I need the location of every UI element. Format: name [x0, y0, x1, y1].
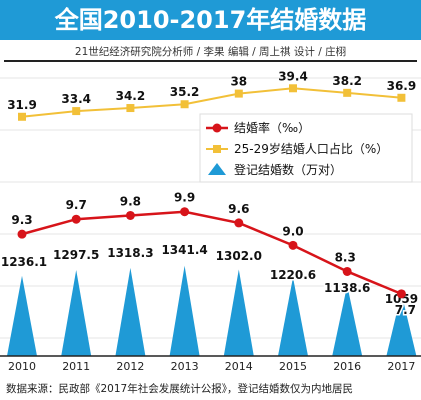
- registration-peak: [61, 269, 92, 356]
- registration-value-label: 1318.3: [107, 246, 153, 260]
- age-share-value-label: 36.9: [387, 79, 417, 93]
- x-tick-label: 2012: [116, 360, 144, 373]
- registration-peak: [7, 275, 37, 356]
- marriage-rate-marker: [342, 266, 352, 276]
- x-tick-label: 2010: [8, 360, 36, 373]
- marriage-rate-marker: [180, 207, 190, 217]
- marriage-rate-marker: [125, 210, 135, 220]
- registration-value-label: 1236.1: [1, 255, 47, 269]
- registration-peaks: 1236.1 1297.5 1318.3 1341.4 1302.0 1220.6 1138…: [0, 242, 420, 356]
- marriage-rate-value-label: 9.6: [228, 202, 249, 216]
- marriage-rate-marker: [234, 218, 244, 228]
- x-tick-label: 2013: [171, 360, 199, 373]
- legend-box: [199, 113, 413, 183]
- age-share-marker: [397, 93, 406, 102]
- age-share-value-label: 35.2: [170, 85, 200, 99]
- age-share-marker: [180, 100, 189, 109]
- age-share-marker: [18, 112, 26, 121]
- marriage-rate-marker: [71, 214, 81, 224]
- age-share-marker: [234, 89, 243, 98]
- legend-label: 登记结婚数（万对）: [234, 162, 342, 177]
- legend: 结婚率（‰） 25-29岁结婚人口占比（%） 登记结婚数（万对）: [199, 113, 413, 183]
- age-share-value-label: 38.2: [332, 74, 362, 88]
- x-tick-label: 2016: [333, 360, 361, 373]
- registration-value-label: 1059: [385, 292, 418, 306]
- registration-value-label: 1297.5: [53, 248, 99, 262]
- x-tick-label: 2017: [387, 360, 415, 373]
- marriage-rate-value-label: 7.7: [395, 303, 416, 317]
- registration-value-label: 1138.6: [324, 281, 370, 295]
- chart-title: 全国2010-2017年结婚数据: [54, 6, 367, 34]
- registration-value-label: 1302.0: [216, 249, 262, 263]
- registration-value-label: 1220.6: [270, 268, 316, 282]
- marriage-rate-series: 9.3 9.7 9.8 9.9 9.6 9.0 8.3 7.7: [10, 189, 418, 318]
- registration-peak: [278, 277, 308, 356]
- marriage-rate-marker: [396, 289, 406, 299]
- legend-swatch-marker: [212, 123, 222, 133]
- chart-canvas: 1236.1 1297.5 1318.3 1341.4 1302.0 1220.6 1138…: [0, 69, 421, 373]
- age-share-value-label: 39.4: [278, 69, 308, 83]
- age-share-marker: [289, 84, 297, 93]
- age-share-value-label: 33.4: [61, 92, 91, 106]
- age-share-value-label: 31.9: [7, 98, 37, 112]
- marriage-rate-value-label: 9.3: [11, 213, 32, 227]
- marriage-rate-value-label: 9.7: [66, 198, 87, 212]
- age-share-value-label: 38: [230, 75, 247, 89]
- data-source-note: 数据来源：民政部《2017年社会发展统计公报》，登记结婚数仅为内地居民: [6, 383, 353, 395]
- marriage-rate-value-label: 9.8: [120, 194, 141, 208]
- legend-swatch: [208, 163, 226, 175]
- legend-label: 结婚率（‰）: [234, 120, 310, 135]
- age-share-marker: [343, 88, 352, 97]
- registration-peak: [332, 285, 363, 356]
- age-share-line: [21, 87, 402, 118]
- registration-value-label: 1341.4: [161, 243, 207, 257]
- title-bar: 全国2010-2017年结婚数据: [0, 0, 421, 40]
- legend-label: 25-29岁结婚人口占比（%）: [234, 141, 388, 156]
- marriage-rate-line: [21, 210, 402, 296]
- registration-peak: [223, 269, 254, 356]
- marriage-rate-marker: [17, 229, 27, 239]
- registration-peak: [386, 293, 417, 356]
- registration-peak: [115, 267, 146, 356]
- top-divider: [4, 60, 417, 62]
- marriage-rate-value-label: 9.0: [282, 224, 303, 238]
- age-share-marker: [126, 104, 135, 113]
- marriage-rate-value-label: 9.9: [174, 191, 195, 205]
- marriage-rate-value-label: 8.3: [335, 250, 356, 264]
- marriage-rate-marker: [288, 240, 298, 250]
- x-axis: 2010 2011 2012 2013 2014 2015 2016 2017: [0, 355, 421, 373]
- age-share-marker: [72, 107, 81, 116]
- chart-credits: 21世纪经济研究院分析师 / 李果 编辑 / 周上祺 设计 / 庄栩: [74, 46, 347, 58]
- x-tick-label: 2014: [225, 360, 253, 373]
- registration-peak: [169, 265, 200, 356]
- x-tick-label: 2011: [62, 360, 90, 373]
- age-share-value-label: 34.2: [116, 89, 146, 103]
- legend-swatch-marker: [213, 145, 221, 153]
- x-tick-label: 2015: [279, 360, 307, 373]
- age-share-series: 31.9 33.4 34.2 35.2 38 39.4 38.2 36.9: [7, 69, 416, 121]
